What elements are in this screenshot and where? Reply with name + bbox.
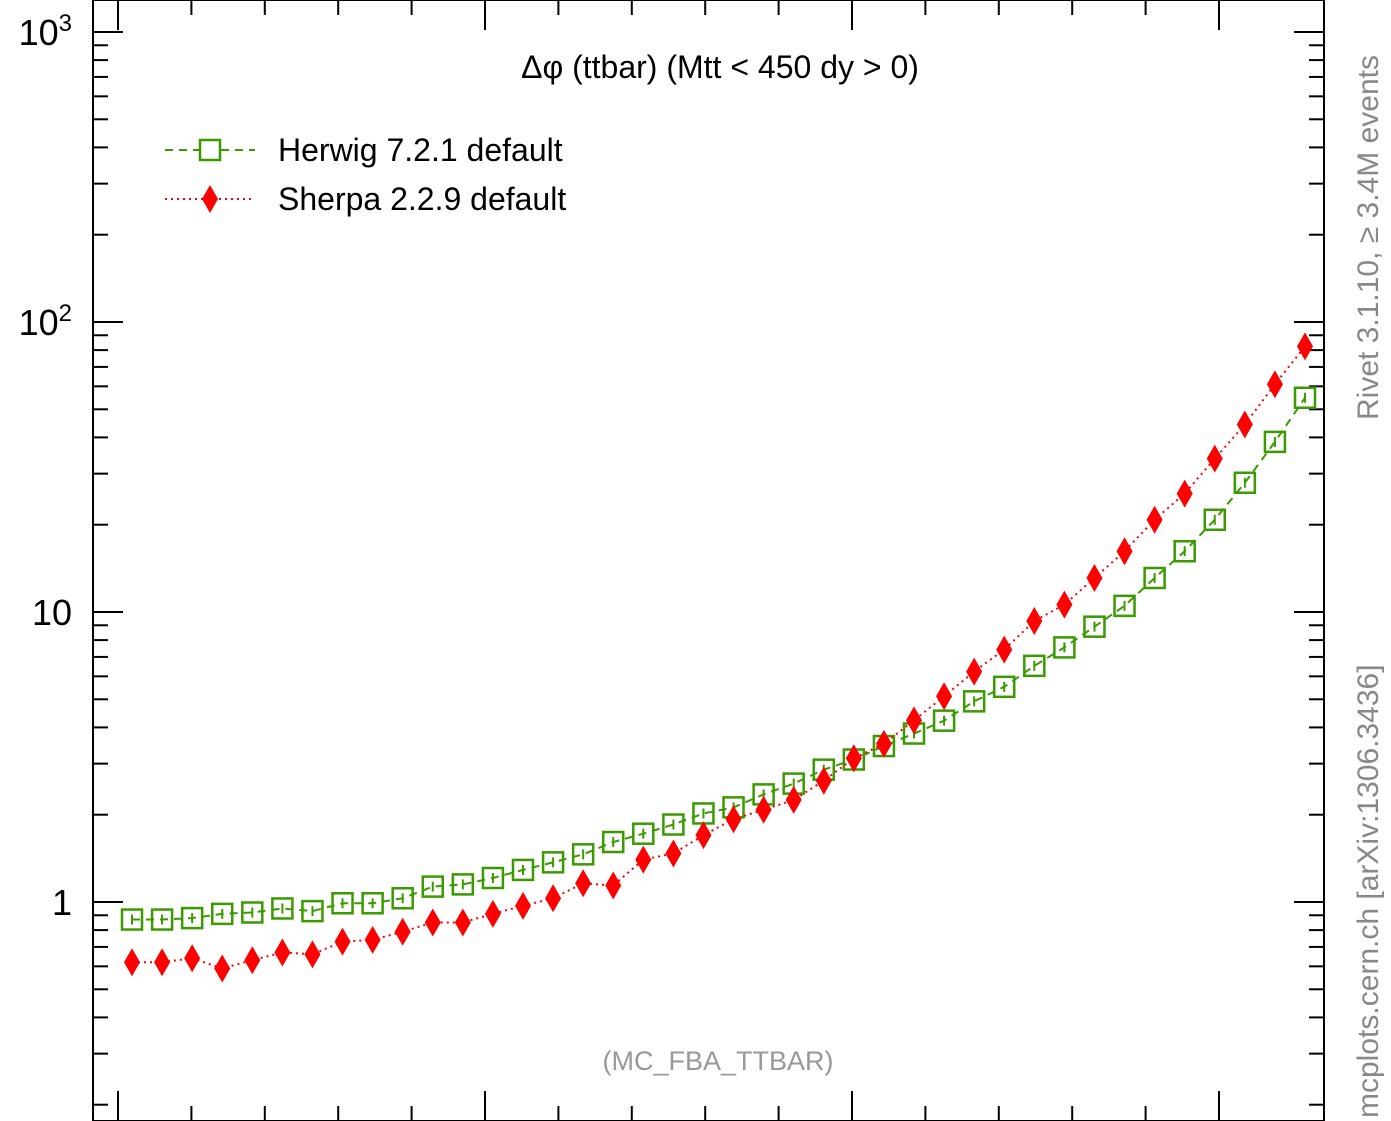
data-point — [424, 908, 441, 937]
y-tick-label: 10 — [32, 592, 72, 633]
legend-marker — [202, 185, 218, 213]
data-point — [541, 851, 565, 874]
data-point — [1086, 563, 1103, 592]
data-point — [575, 869, 592, 898]
data-point — [906, 706, 922, 735]
data-point — [992, 675, 1016, 699]
data-point — [785, 785, 802, 814]
legend-marker — [198, 138, 222, 162]
data-point — [1146, 505, 1163, 534]
data-point — [1293, 386, 1317, 410]
data-point — [210, 902, 234, 926]
data-point — [241, 901, 264, 924]
data-point — [1263, 430, 1287, 454]
data-point — [515, 891, 531, 920]
chart-title: Δφ (ttbar) (Mtt < 450 dy > 0) — [521, 49, 919, 85]
data-point — [391, 887, 414, 910]
data-point — [361, 892, 384, 915]
data-point — [545, 884, 562, 913]
data-point — [1116, 537, 1133, 566]
data-point — [605, 871, 622, 900]
data-point — [962, 690, 986, 713]
y-tick-labels: 1 10 102 103 — [19, 10, 72, 923]
legend-label: Sherpa 2.2.9 default — [278, 181, 566, 217]
data-point — [184, 944, 201, 973]
data-point — [244, 946, 261, 975]
legend-entry: Sherpa 2.2.9 default — [165, 181, 566, 217]
legend: Herwig 7.2.1 default Sherpa 2.2.9 default — [165, 132, 566, 217]
data-point — [695, 821, 712, 850]
data-point — [932, 709, 956, 732]
data-point — [1026, 607, 1043, 636]
data-point — [154, 948, 171, 977]
data-point — [966, 657, 983, 686]
data-point — [124, 948, 140, 977]
data-point — [635, 845, 652, 874]
data-point — [662, 813, 685, 836]
series-sherpa — [124, 332, 1313, 983]
data-point — [394, 917, 411, 946]
side-label-top: Rivet 3.1.10, ≥ 3.4M events — [1352, 55, 1385, 420]
data-point — [1203, 508, 1227, 532]
data-point — [271, 897, 294, 920]
data-point — [451, 873, 475, 896]
data-point — [755, 795, 772, 824]
y-tick-label: 102 — [19, 300, 72, 343]
data-point — [511, 858, 535, 882]
data-point — [571, 843, 595, 866]
y-tick-label: 103 — [19, 10, 72, 53]
data-point — [484, 899, 501, 928]
data-point — [1297, 332, 1313, 361]
data-point — [454, 908, 471, 937]
data-point — [331, 892, 354, 915]
data-point — [304, 940, 321, 969]
plot-frame — [92, 0, 1325, 1121]
data-point — [996, 635, 1013, 664]
data-point — [150, 908, 174, 931]
data-point — [1236, 410, 1253, 439]
data-point — [274, 938, 291, 967]
data-point — [180, 906, 204, 930]
data-point — [1113, 594, 1136, 618]
data-point — [421, 875, 445, 898]
data-point — [1206, 444, 1223, 473]
data-point — [875, 729, 892, 758]
data-point — [1083, 615, 1106, 638]
analysis-label: (MC_FBA_TTBAR) — [602, 1046, 833, 1076]
data-point — [845, 744, 862, 773]
data-point — [1233, 471, 1257, 495]
data-point — [481, 866, 505, 890]
data-point — [301, 899, 324, 923]
data-point — [1173, 539, 1196, 563]
legend-label: Herwig 7.2.1 default — [278, 132, 563, 168]
axis-ticks — [93, 0, 1324, 1121]
data-point — [1023, 654, 1046, 678]
data-point — [1143, 566, 1166, 590]
data-point — [1176, 479, 1193, 508]
data-point — [1266, 370, 1283, 399]
data-point — [1056, 590, 1073, 619]
data-point — [665, 839, 682, 868]
side-label-bottom: mcplots.cern.ch [arXiv:1306.3436] — [1352, 664, 1385, 1118]
series-line — [132, 345, 1306, 970]
y-tick-label: 1 — [52, 882, 72, 923]
series-line — [132, 397, 1306, 921]
data-point — [815, 766, 832, 795]
series-layer — [120, 332, 1317, 983]
data-point — [725, 805, 742, 834]
data-point — [214, 954, 231, 983]
legend-entry: Herwig 7.2.1 default — [165, 132, 563, 168]
data-point — [1053, 636, 1076, 659]
series-herwig — [120, 386, 1317, 931]
data-point — [632, 822, 655, 845]
data-point — [334, 927, 351, 956]
data-point — [936, 682, 953, 711]
data-point — [364, 925, 381, 954]
data-point — [120, 908, 144, 931]
data-point — [601, 830, 625, 854]
